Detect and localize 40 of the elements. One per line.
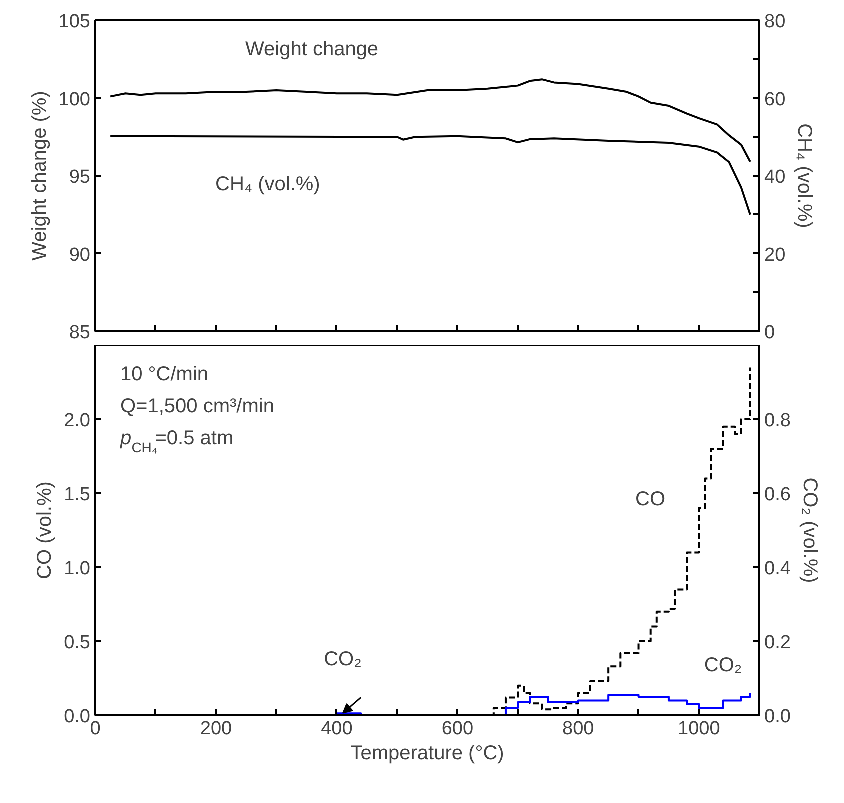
y-tick-label: 85 — [69, 322, 91, 344]
annotation: CO₂ — [704, 654, 742, 677]
line-series — [110, 135, 752, 216]
y2-tick-label: 0 — [764, 322, 776, 344]
x-axis-title: Temperature (°C) — [350, 742, 504, 764]
x-tick-label: 800 — [562, 718, 594, 740]
y2-axis-title: CO₂ (vol.%) — [798, 478, 821, 584]
line-series — [110, 78, 752, 164]
y-tick-label: 90 — [69, 244, 91, 266]
y2-tick-label: 0.8 — [764, 410, 791, 432]
x-tick-label: 1000 — [678, 718, 720, 740]
annotation: 10 °C/min — [120, 364, 209, 386]
annotation: CO₂ — [324, 648, 362, 670]
x-tick-label: 600 — [442, 718, 474, 740]
annotation: Weight change — [246, 38, 379, 60]
y2-tick-label: 40 — [764, 167, 786, 188]
y2-tick-label: 0.4 — [764, 558, 792, 580]
y-tick-label: 0.5 — [64, 632, 91, 654]
y2-tick-label: 20 — [764, 244, 786, 266]
x-tick-label: 400 — [321, 718, 353, 740]
annotation: Q=1,500 cm³/min — [120, 396, 274, 418]
y2-axis-title: CH₄ (vol.%) — [794, 124, 816, 228]
annotation: CH₄ (vol.%) — [216, 174, 320, 196]
y2-tick-label: 60 — [764, 89, 786, 110]
y2-tick-label: 0.0 — [764, 706, 791, 728]
y-tick-label: 105 — [58, 12, 90, 32]
y-tick-label: 1.5 — [64, 484, 91, 506]
y-tick-label: 100 — [58, 89, 90, 110]
y-tick-label: 2.0 — [64, 410, 91, 432]
annotation: CO — [636, 488, 666, 510]
y2-tick-label: 0.2 — [764, 632, 791, 654]
y2-tick-label: 0.6 — [764, 484, 791, 506]
text: 0.0 — [64, 706, 91, 728]
y-axis-title: CO (vol.%) — [34, 482, 56, 580]
y-tick-label: 95 — [69, 167, 91, 188]
x-tick-label: 0 — [90, 718, 101, 740]
x-tick-label: 200 — [200, 718, 232, 740]
y-axis-title: Weight change (%) — [28, 91, 51, 261]
y2-tick-label: 80 — [764, 12, 786, 32]
y-tick-label: 1.0 — [64, 558, 91, 580]
